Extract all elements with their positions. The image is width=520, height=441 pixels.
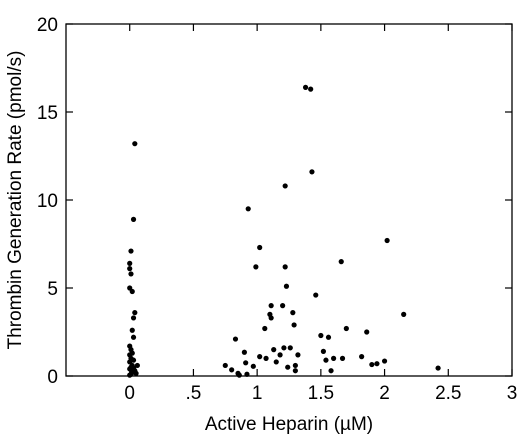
data-point	[257, 354, 263, 360]
data-point	[250, 363, 256, 369]
data-point	[318, 332, 324, 339]
y-tick-label: 20	[37, 15, 58, 36]
data-point	[281, 345, 287, 351]
data-point	[130, 334, 137, 340]
data-point	[309, 169, 315, 175]
data-point	[343, 325, 349, 332]
data-point	[277, 352, 283, 358]
data-point	[308, 86, 314, 92]
data-point	[243, 360, 249, 366]
data-point	[134, 362, 140, 369]
data-point	[133, 370, 139, 376]
y-tick-label: 15	[37, 103, 58, 124]
data-point	[384, 237, 390, 244]
data-point	[328, 368, 334, 374]
data-point	[313, 292, 319, 298]
data-point	[292, 368, 298, 374]
data-point	[127, 372, 133, 378]
data-point	[282, 183, 288, 189]
data-point	[292, 362, 298, 369]
data-point	[271, 347, 277, 353]
data-point	[268, 303, 274, 309]
data-point	[283, 283, 290, 289]
data-point	[381, 358, 388, 364]
y-tick-label: 0	[47, 367, 58, 388]
data-point	[245, 206, 251, 212]
data-point	[359, 354, 365, 360]
data-point	[263, 355, 269, 361]
x-tick-label: 2.5	[435, 383, 461, 404]
data-point	[320, 348, 327, 354]
data-point	[262, 325, 268, 332]
data-point	[129, 288, 135, 295]
data-point	[282, 264, 288, 270]
data-point	[222, 362, 228, 369]
data-point	[325, 334, 332, 340]
x-tick-label: 1.5	[308, 383, 334, 404]
data-points	[127, 84, 441, 378]
data-point	[130, 216, 137, 222]
data-point	[257, 244, 263, 251]
x-tick-label: .5	[185, 383, 201, 404]
data-point	[236, 372, 242, 378]
y-axis-title: Thrombin Generation Rate (pmol/s)	[5, 51, 26, 350]
data-point	[229, 367, 235, 373]
data-point	[285, 364, 291, 370]
data-point	[287, 345, 293, 351]
data-point	[295, 352, 301, 358]
y-tick-label: 10	[37, 191, 58, 212]
data-point	[435, 365, 441, 371]
data-point	[338, 259, 344, 265]
data-point	[280, 303, 286, 309]
data-point	[128, 271, 134, 277]
data-point	[290, 310, 296, 316]
data-point	[273, 359, 279, 365]
x-tick-label: 3	[507, 383, 518, 404]
x-tick-label: 0	[124, 383, 135, 404]
data-point	[253, 264, 259, 270]
data-point	[364, 329, 370, 335]
data-point	[268, 315, 274, 321]
x-tick-label: 1	[252, 383, 263, 404]
data-point	[401, 311, 407, 317]
data-point	[130, 315, 137, 321]
data-point	[323, 357, 329, 363]
data-point	[339, 355, 346, 361]
x-axis-title: Active Heparin (µM)	[205, 414, 373, 435]
data-point	[369, 361, 375, 368]
plot-frame	[65, 23, 513, 377]
data-point	[128, 248, 134, 254]
axes	[65, 23, 513, 377]
data-point	[232, 336, 239, 342]
data-point	[241, 349, 247, 355]
data-point	[132, 310, 138, 316]
y-tick-label: 5	[47, 279, 58, 300]
data-point	[129, 327, 135, 333]
data-point	[291, 322, 297, 328]
data-point	[127, 266, 133, 272]
ticks: 0 .5 1 1.5 2 2.5 3 0 5 10 15 20	[37, 15, 517, 404]
data-point	[302, 84, 309, 90]
data-point	[132, 141, 138, 147]
data-point	[130, 365, 137, 371]
x-tick-label: 2	[379, 383, 390, 404]
data-point	[127, 260, 133, 266]
data-point	[244, 371, 250, 377]
data-point	[374, 361, 380, 367]
data-point	[331, 355, 337, 361]
